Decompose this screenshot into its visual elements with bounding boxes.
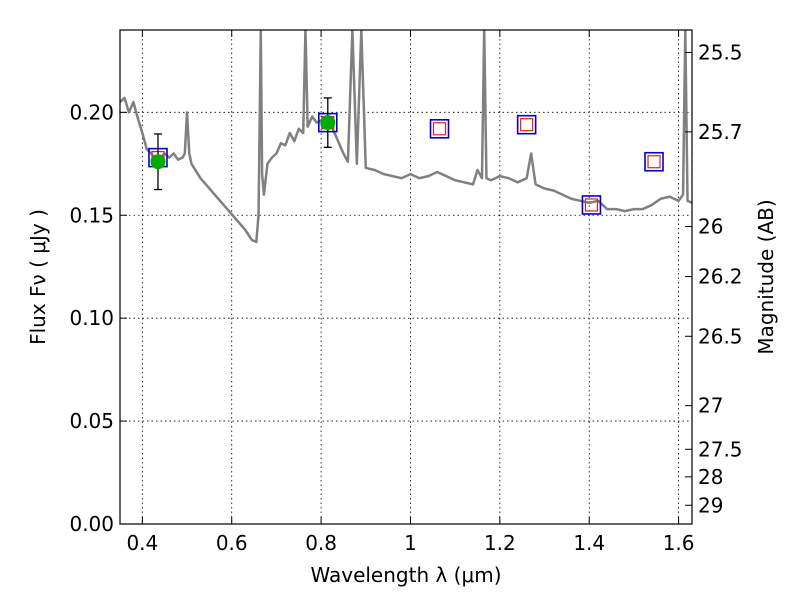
y-tick-label: 0.20 (69, 100, 114, 124)
y2-tick-label: 26 (698, 215, 723, 239)
y2-tick-label: 27.5 (698, 437, 743, 461)
model-point-inner (520, 118, 534, 132)
model-point-box (581, 195, 602, 215)
ticks: 0.4 0.6 0.8 1 1.2 1.4 1.6 0.00 0.05 0.10 0.15 0.20 2… (69, 30, 743, 555)
y2-axis-label: Magnitude (AB) (754, 199, 778, 354)
y2-tick-label: 26.5 (698, 324, 743, 348)
series-layer (120, 30, 692, 244)
observed-point (150, 154, 166, 170)
y-tick-label: 0.05 (69, 409, 114, 433)
x-tick-label: 1 (404, 531, 417, 555)
x-axis-label: Wavelength λ (μm) (310, 563, 501, 587)
x-tick-label: 1.2 (484, 531, 516, 555)
y2-tick-label: 25.7 (698, 120, 743, 144)
x-tick-label: 1.4 (573, 531, 605, 555)
y2-tick-label: 25.5 (698, 40, 743, 64)
x-tick-label: 0.6 (216, 531, 248, 555)
x-tick-label: 0.8 (305, 531, 337, 555)
clipped-series (120, 30, 692, 244)
x-tick-label: 0.4 (126, 531, 158, 555)
plot-area (120, 30, 692, 524)
y2-tick-label: 28 (698, 465, 723, 489)
sed-model-line (120, 30, 692, 244)
y2-tick-label: 27 (698, 394, 723, 418)
y-tick-label: 0.10 (69, 306, 114, 330)
observed-point (320, 115, 336, 131)
y-axis-label: Flux Fν ( μJy ) (26, 209, 50, 345)
model-point-inner (432, 122, 447, 136)
y-tick-label: 0.15 (69, 203, 114, 227)
x-tick-label: 1.6 (663, 531, 695, 555)
y2-tick-label: 29 (698, 493, 723, 517)
model-point-box (429, 119, 450, 139)
model-point-box (516, 114, 537, 135)
y2-tick-label: 26.2 (698, 265, 743, 289)
model-point-box (644, 151, 664, 172)
y-tick-label: 0.00 (69, 512, 114, 536)
model-point-inner (647, 155, 661, 169)
model-point-inner (584, 198, 599, 212)
